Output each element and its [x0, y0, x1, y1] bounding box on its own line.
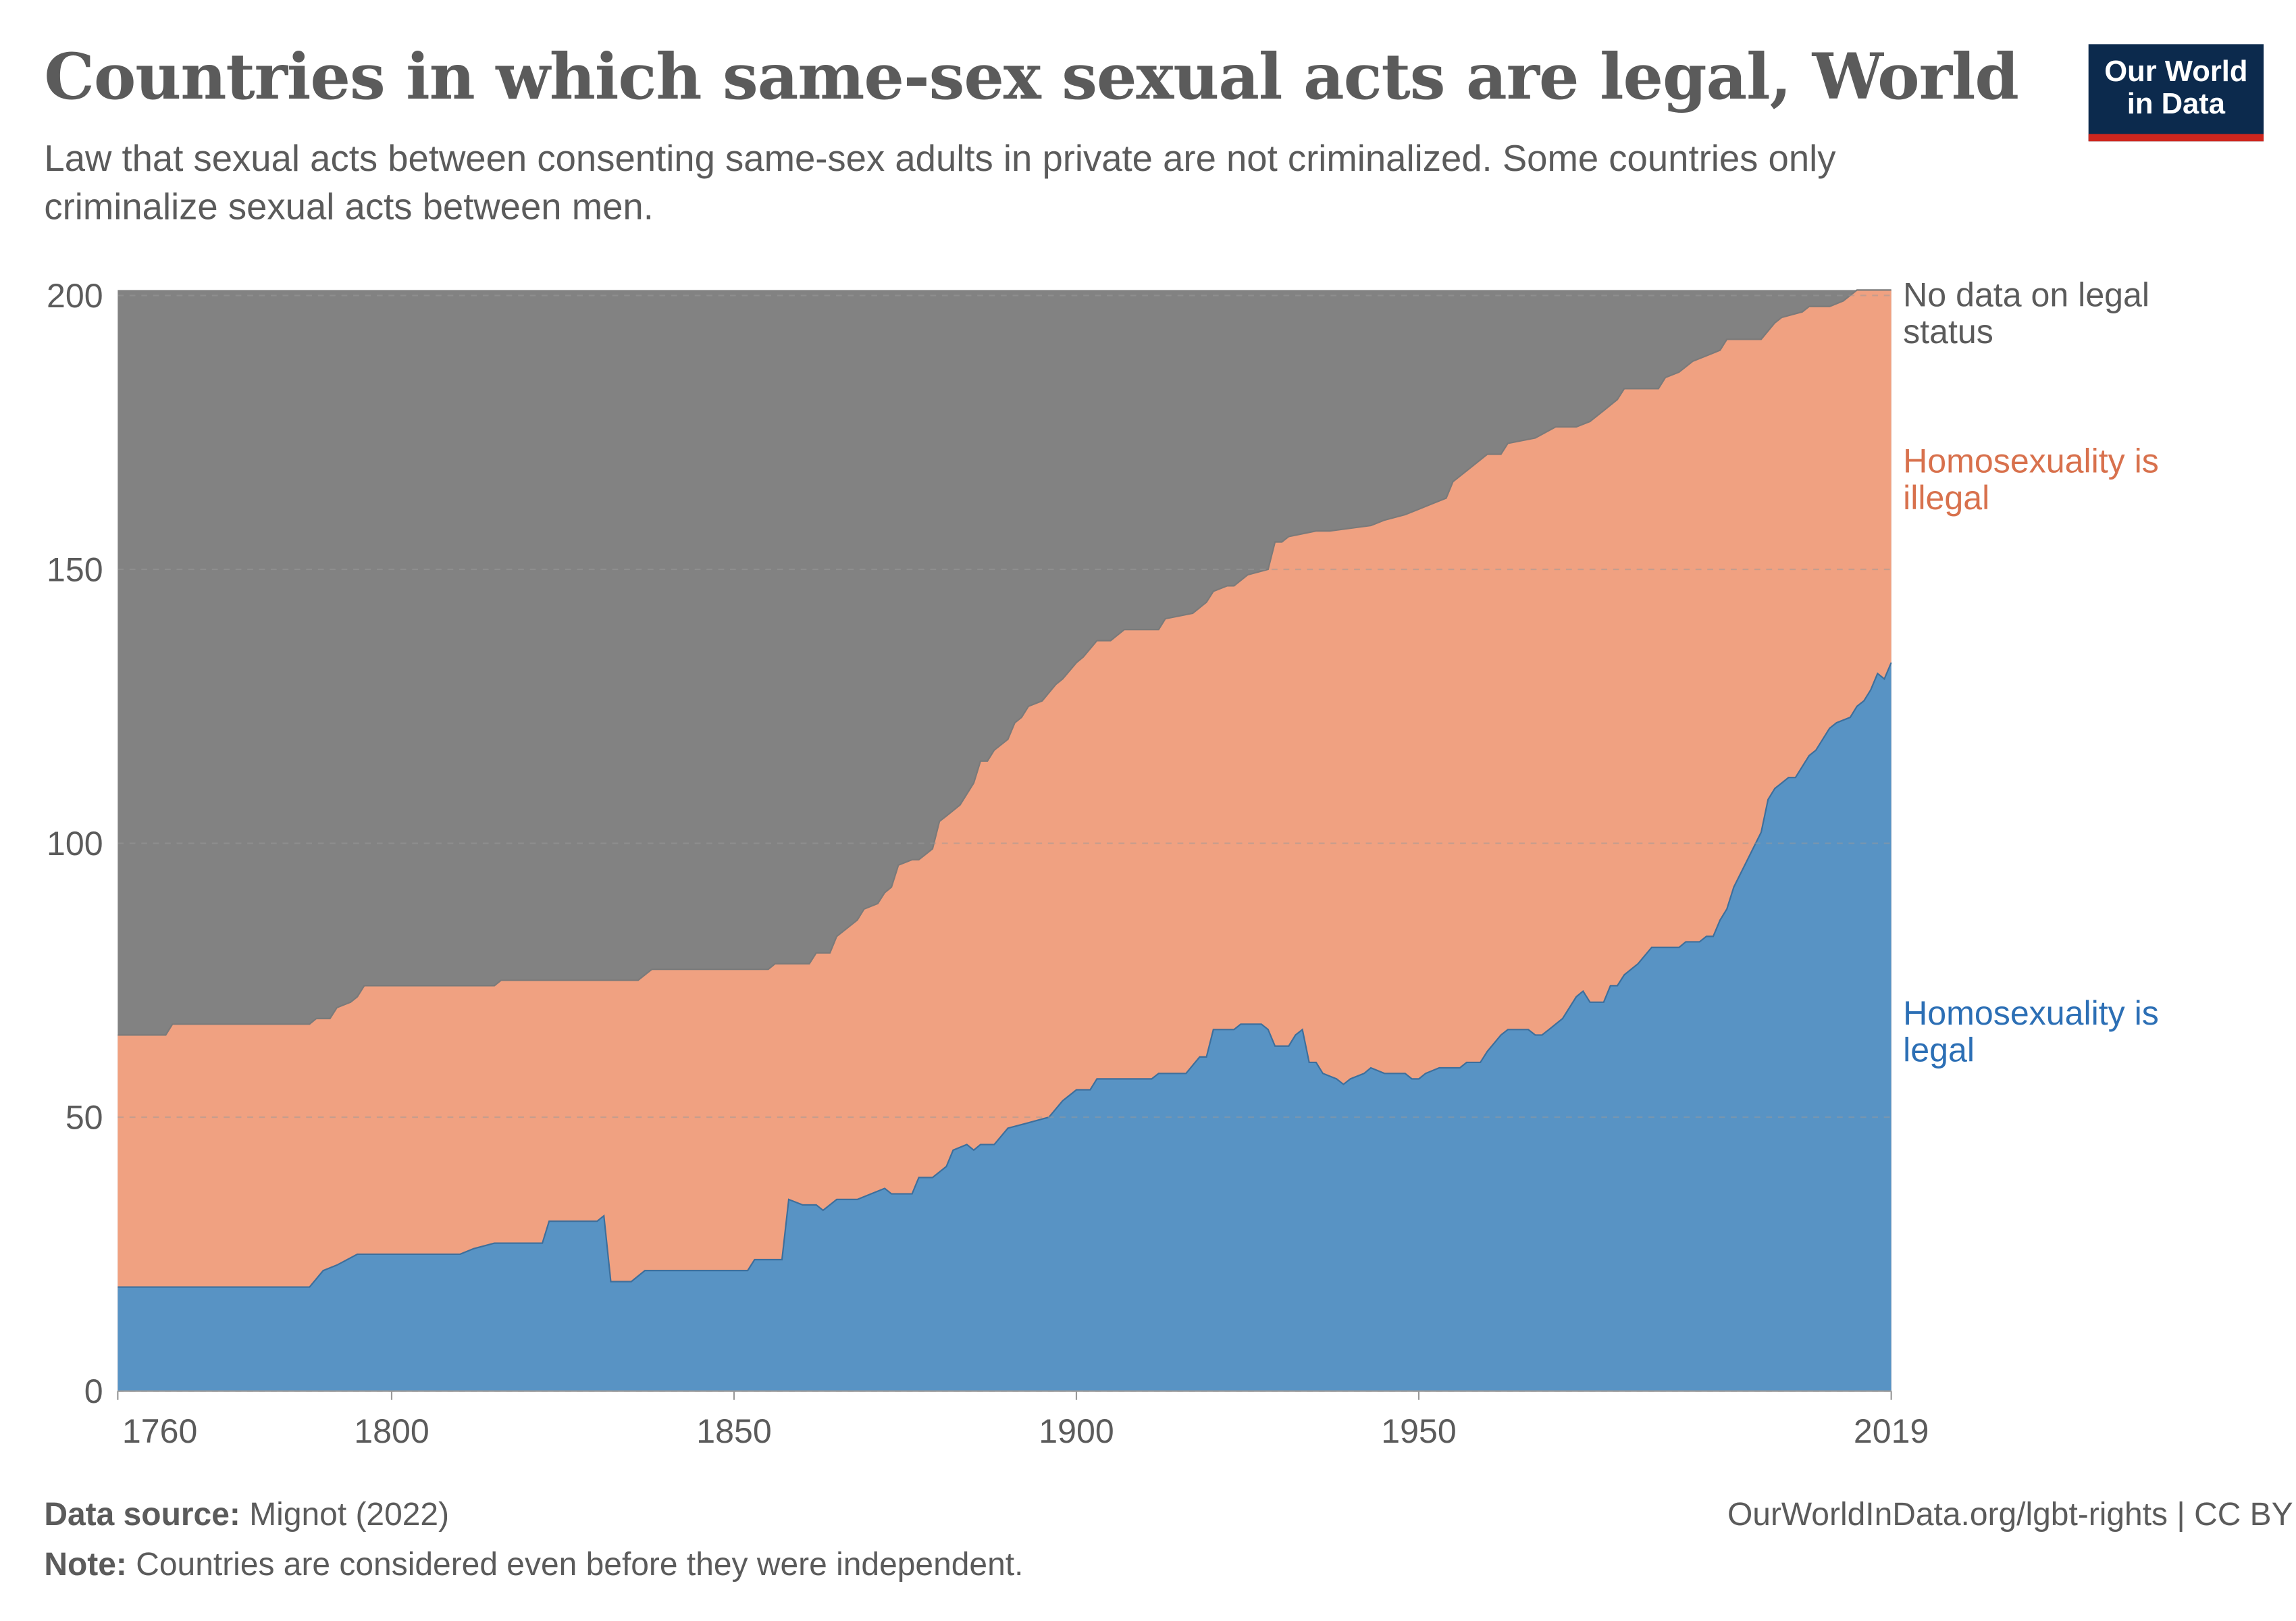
y-tick-label: 100 — [47, 825, 103, 863]
x-tick-label: 2019 — [1854, 1412, 1929, 1450]
source-label: Data source: — [44, 1495, 240, 1533]
line-legal — [118, 662, 1892, 1288]
line-total — [118, 289, 1891, 1036]
x-tick-label: 1800 — [354, 1412, 429, 1450]
source-text: Mignot (2022) — [249, 1495, 450, 1533]
label-no-data-line: status — [1903, 313, 1993, 351]
label-illegal-line: Homosexuality is — [1903, 442, 2159, 480]
note-text: Countries are considered even before the… — [136, 1545, 1024, 1583]
note-line: Note: Countries are considered even befo… — [44, 1545, 1023, 1584]
source-url[interactable]: OurWorldInData.org/lgbt-rights | CC BY — [1727, 1495, 2293, 1533]
y-tick-label: 150 — [47, 550, 103, 588]
y-tick-label: 50 — [66, 1099, 103, 1137]
label-illegal-line: illegal — [1903, 479, 1989, 517]
source-line: Data source: Mignot (2022) — [44, 1495, 449, 1534]
label-no-data-line: No data on legal — [1903, 276, 2149, 313]
logo-text: Our World in Data — [2104, 55, 2248, 121]
area-legal[interactable] — [118, 662, 1891, 1391]
label-no-data: No data on legal status — [1903, 276, 2149, 350]
x-tick-label: 1850 — [696, 1412, 771, 1450]
owid-logo[interactable]: Our World in Data — [2088, 44, 2264, 142]
label-legal-line: Homosexuality is — [1903, 994, 2159, 1032]
x-tick-label: 1900 — [1039, 1412, 1114, 1450]
chart-title: Countries in which same-sex sexual acts … — [44, 41, 2019, 115]
y-tick-label: 0 — [84, 1372, 103, 1410]
chart-subtitle: Law that sexual acts between consenting … — [44, 138, 1836, 228]
note-label: Note: — [44, 1545, 127, 1583]
label-illegal: Homosexuality is illegal — [1903, 442, 2159, 517]
x-tick-label: 1950 — [1381, 1412, 1456, 1450]
x-tick-label: 1760 — [122, 1412, 197, 1450]
label-legal-line: legal — [1903, 1031, 1975, 1069]
stacked-area-chart: 0 50 100 150 200 1760 1800 1850 1900 1950 2019 No … — [47, 276, 2159, 1450]
label-legal: Homosexuality is legal — [1903, 994, 2159, 1069]
y-tick-label: 200 — [47, 277, 103, 315]
